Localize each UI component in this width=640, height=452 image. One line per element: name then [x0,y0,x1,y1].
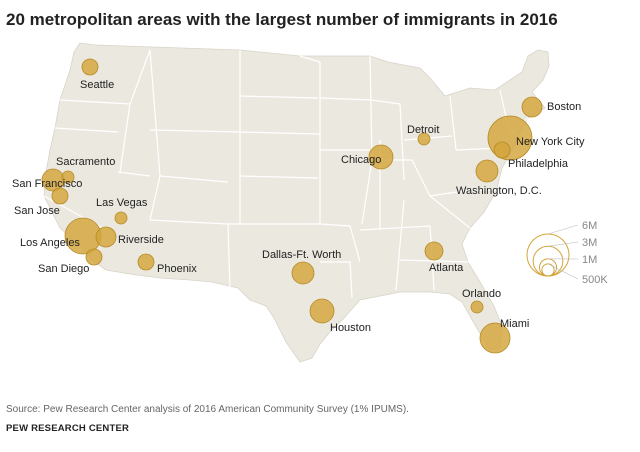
metro-label: Riverside [118,234,164,246]
state-border-line [149,129,241,133]
metro-label: Dallas-Ft. Worth [262,249,341,261]
state-border-line [320,261,353,299]
metro-bubble[interactable] [479,322,511,354]
state-border-line [54,127,119,133]
metro-bubble[interactable] [95,226,117,248]
metro-label: Atlanta [429,262,464,274]
metro-label: Washington, D.C. [456,185,542,197]
metro-bubble[interactable] [137,253,155,271]
state-border-line [159,175,229,183]
state-border-line [239,131,321,135]
metro-label: Boston [547,101,581,113]
state-border-line [399,259,471,263]
metro-label: Chicago [341,154,381,166]
metro-label: Detroit [407,124,439,136]
legend-label: 1M [582,254,597,266]
state-border-line [239,95,319,99]
metro-label: Sacramento [56,156,115,168]
metro-bubble[interactable] [291,261,315,285]
org-credit: PEW RESEARCH CENTER [6,423,130,434]
metro-bubble[interactable] [493,141,511,159]
metro-label: San Francisco [12,178,82,190]
state-border-line [429,195,471,229]
metro-bubble[interactable] [81,58,99,76]
state-borders [43,49,529,299]
state-border-line [119,103,131,173]
legend-label: 3M [582,237,597,249]
metro-label: Houston [330,322,371,334]
chart-title: 20 metropolitan areas with the largest n… [6,10,558,29]
state-border-line [117,171,151,177]
metro-label: Miami [500,318,529,330]
metro-label: Philadelphia [508,158,569,170]
legend-label: 6M [582,220,597,232]
us-map: Seattle San Francisco Sacramento San Jose Lo… [12,42,608,363]
metro-bubble[interactable] [475,159,499,183]
state-border-line [359,225,431,231]
metro-bubble[interactable] [309,298,335,324]
metro-bubble[interactable] [470,300,484,314]
metro-label: San Diego [38,263,89,275]
metro-label: San Jose [14,205,60,217]
metro-bubble[interactable] [368,144,394,170]
metro-bubble[interactable] [417,132,431,146]
state-border-line [319,97,373,101]
metro-bubbles [41,58,543,354]
metro-label: Orlando [462,288,501,300]
metro-label: New York City [516,136,585,148]
state-border-line [299,55,321,224]
legend-label: 500K [582,274,608,286]
metro-bubble[interactable] [114,211,128,225]
state-border-line [395,199,405,291]
metro-bubble[interactable] [61,170,75,184]
metro-label: Las Vegas [96,197,148,209]
state-border-line [399,103,405,181]
source-note: Source: Pew Research Center analysis of … [6,404,409,415]
metro-label: Los Angeles [20,237,80,249]
legend-leader [547,224,579,235]
metro-bubble[interactable] [85,248,103,266]
state-border-line [239,175,319,179]
legend-ring [526,233,570,277]
size-legend: 6M 3M 1M 500K [526,220,608,286]
metro-bubble[interactable] [424,241,444,261]
metro-bubble[interactable] [51,187,69,205]
metro-labels: Seattle San Francisco Sacramento San Jose Lo… [12,79,585,334]
legend-ring [532,245,564,277]
state-border-line [319,223,361,263]
state-border-line [371,99,401,105]
legend-leader [547,263,579,280]
metro-label: Phoenix [157,263,197,275]
legend-leader [547,241,579,247]
state-border-line [449,95,457,151]
metro-label: Seattle [80,79,114,91]
metro-bubble[interactable] [521,96,543,118]
